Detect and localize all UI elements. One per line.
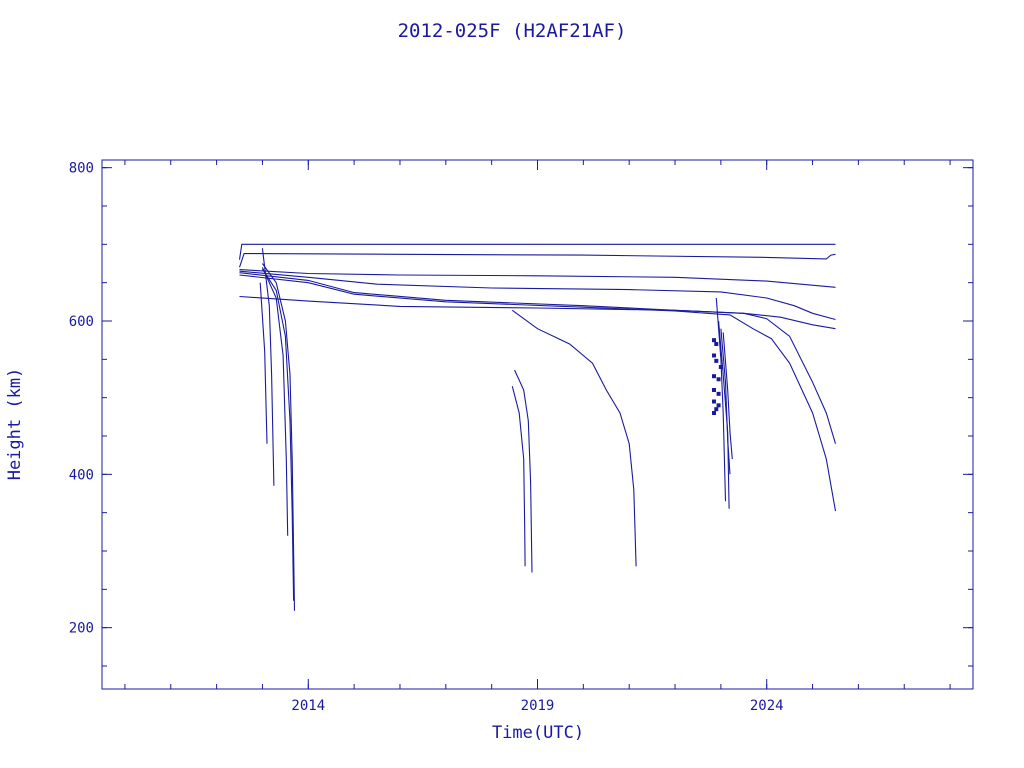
height-point bbox=[711, 374, 716, 379]
height-trace-15 bbox=[511, 309, 637, 567]
height-trace-17 bbox=[718, 320, 730, 509]
height-points bbox=[711, 338, 723, 415]
height-trace-7 bbox=[239, 295, 837, 444]
height-point bbox=[711, 338, 716, 343]
height-point bbox=[714, 342, 719, 346]
height-trace-1 bbox=[238, 243, 836, 260]
height-trace-9 bbox=[261, 268, 295, 601]
height-trace-18 bbox=[720, 328, 731, 475]
chart-title: 2012-025F (H2AF21AF) bbox=[398, 20, 627, 42]
height-trace-10 bbox=[261, 267, 289, 536]
y-tick-label: 600 bbox=[69, 314, 94, 330]
y-tick-label: 200 bbox=[69, 621, 94, 637]
height-point bbox=[711, 411, 716, 415]
height-trace-14 bbox=[511, 386, 526, 567]
height-trace-8 bbox=[261, 263, 296, 611]
height-trace-12 bbox=[259, 282, 268, 444]
height-trace-4 bbox=[239, 270, 836, 321]
x-tick-label: 2019 bbox=[521, 698, 555, 714]
height-point bbox=[711, 399, 716, 404]
x-axis-label: Time(UTC) bbox=[492, 723, 584, 743]
y-tick-label: 800 bbox=[69, 161, 94, 177]
height-point bbox=[714, 407, 719, 412]
x-tick-label: 2024 bbox=[750, 698, 784, 714]
height-trace-2 bbox=[238, 252, 836, 268]
height-trace-5 bbox=[239, 272, 836, 330]
axis-ticks bbox=[102, 160, 973, 689]
height-point bbox=[711, 353, 716, 358]
height-point bbox=[716, 403, 721, 408]
height-trace-3 bbox=[239, 269, 836, 288]
height-point bbox=[714, 358, 719, 363]
y-axis-label: Height (km) bbox=[5, 368, 25, 481]
height-point bbox=[716, 377, 721, 382]
height-trace-16 bbox=[715, 297, 727, 502]
height-point bbox=[711, 388, 716, 392]
height-traces bbox=[238, 243, 837, 611]
height-point bbox=[718, 365, 723, 369]
axis-tick-labels: 2014 2019 2024 200 400 600 800 bbox=[69, 161, 784, 714]
height-trace-11 bbox=[261, 248, 275, 486]
height-trace-13 bbox=[514, 369, 533, 573]
height-trace-19 bbox=[722, 332, 733, 460]
y-tick-label: 400 bbox=[69, 467, 94, 483]
plot-frame bbox=[101, 159, 974, 690]
height-trace-6 bbox=[239, 274, 837, 512]
height-point bbox=[716, 391, 721, 396]
x-tick-label: 2014 bbox=[291, 698, 325, 714]
